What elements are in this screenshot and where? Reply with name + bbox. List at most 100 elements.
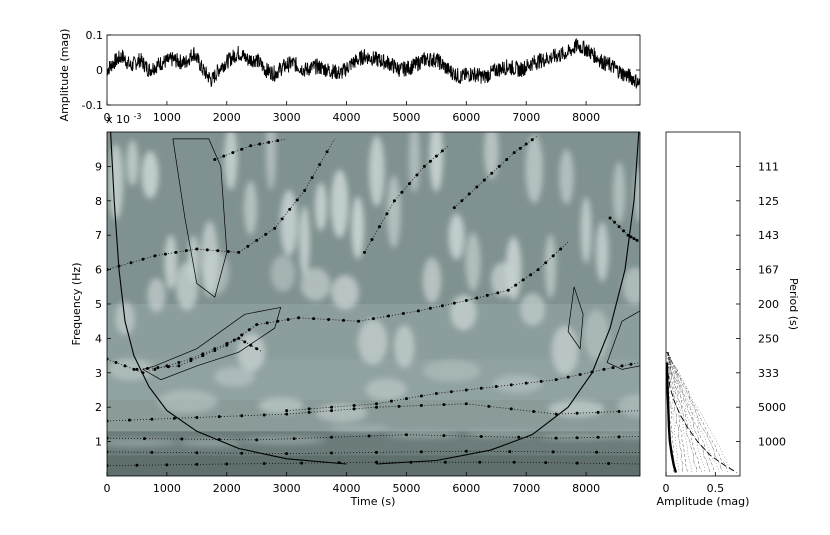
ridge-point [201,352,205,356]
ridge-point [330,405,334,409]
ridge-point [464,299,468,303]
scalogram-y-tick-label: 2 [95,401,102,414]
ridge-point [397,404,401,408]
timeseries-x-tick-label: 5000 [392,111,420,124]
ridge-point [632,237,636,241]
timeseries-x-tick-label: 0 [104,111,111,124]
ridge-point [611,366,615,370]
ridge-point [440,304,444,308]
ridge-point [422,164,426,168]
ridge-point [174,250,178,254]
y-multiplier-base: x 10 [106,113,130,126]
ridge-point [330,435,334,439]
ridge-point [389,399,393,403]
significance-contour [142,306,282,381]
scalogram-highlight [595,221,609,282]
ridge-point [135,367,139,371]
timeseries-x-ticks: 0 1000 2000 3000 4000 5000 6000 7000 8000 [104,101,600,124]
ridge-point [419,403,423,407]
ridge-point [530,138,534,142]
ridge-point [596,410,600,414]
ridge-point [590,370,594,374]
ridge-point [255,323,259,327]
period-tick-label: 5000 [758,401,786,414]
scalogram-highlight [126,139,139,186]
ridge-point [145,367,149,370]
ridge-point [401,311,405,315]
ridge-point [575,411,579,415]
scalogram-highlight [203,250,230,295]
ridge-point [177,364,181,368]
ridge-point [479,386,483,390]
scalogram-y-axis-label: Frequency (Hz) [70,263,83,346]
ridge-point [596,435,600,439]
ridge-point [602,367,606,371]
ridge-point [409,460,413,464]
period-tick-label: 200 [758,298,779,311]
ridge-point [392,199,396,203]
ridge-point [629,235,633,239]
scalogram-highlight [448,213,465,260]
ridge-point [240,333,244,337]
ridge-point [524,142,528,146]
ridge-point [442,434,446,438]
ridge-point [539,379,543,383]
y-multiplier: x 10 -3 [106,112,142,126]
ridge-point [330,451,334,455]
scalogram-highlight [237,333,266,372]
ridge-point [225,462,229,466]
ridge-point [307,410,311,414]
scalogram-highlight [147,278,166,313]
scalogram-highlight [450,294,477,331]
ridge-point [617,225,621,229]
scalogram-highlight [365,378,407,401]
spectrum-trace [668,352,723,472]
ridge-point [404,433,408,437]
coi-line-left [110,132,347,465]
ridge-point [372,317,375,321]
scalogram-highlight [422,360,481,382]
ridge-point [497,164,501,168]
period-tick-label: 333 [758,367,779,380]
ridge-point [367,434,371,438]
ridge-point [575,461,579,465]
ridge-point [264,232,268,236]
spectrum-x-ticks: 0 0.5 [663,472,724,495]
scalogram-highlight [525,134,544,204]
ridge-point [240,451,244,455]
ridge-point [114,360,118,364]
ridge-point [285,409,289,413]
scalogram-x-tick-label: 2000 [213,482,241,495]
spectrum-significance-line [667,372,738,473]
scalogram-highlight [465,232,481,292]
scalogram-highlight [422,257,442,304]
ridge-point [262,462,266,466]
ridge-line [214,138,287,160]
ridge-point [195,462,199,466]
ridge-point [544,261,548,265]
scalogram-highlight [164,234,178,290]
timeseries-frame [106,34,641,106]
ridge-point [487,404,491,408]
ridge-point [180,437,184,441]
spectrum-trace [667,352,675,472]
ridge-point [163,252,167,256]
ridge-point [135,463,139,467]
scalogram-highlight [178,438,242,447]
ridge-point [554,412,558,416]
scalogram-highlight [484,132,499,180]
ridge-point [337,461,341,465]
ridge-point [195,416,199,420]
scalogram-highlight [157,389,218,414]
ridge-point [475,185,479,189]
scalogram-highlight [270,254,296,292]
ridge-point [352,407,356,411]
ridge-point [485,293,489,297]
spectrum-frame [665,131,741,477]
timeseries-y-ticks: 0.1 0 -0.1 [82,29,640,112]
ridge-point [443,460,447,464]
scalogram-highlight [280,190,298,256]
ridge-point [608,216,612,220]
ridge-point [237,250,241,254]
